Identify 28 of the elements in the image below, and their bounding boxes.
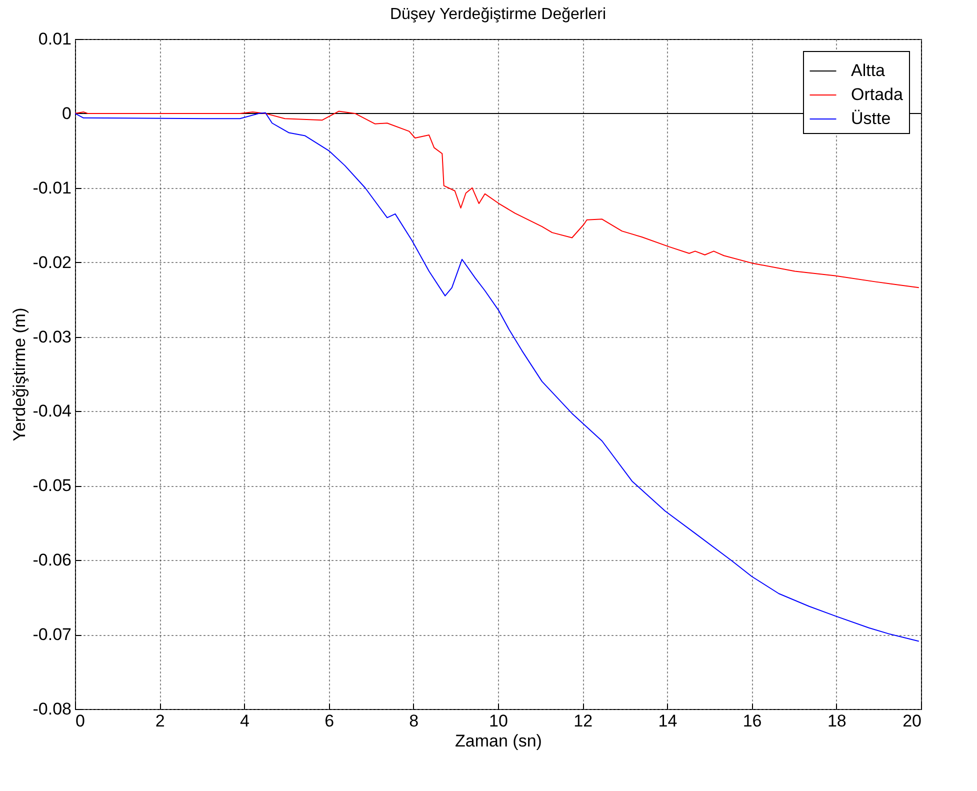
x-tick-label: 10 [489, 712, 508, 730]
y-tick-label: 0.01 [38, 30, 72, 48]
x-tick-label: 0 [76, 712, 85, 730]
chart-title: Düşey Yerdeğiştirme Değerleri [390, 6, 606, 23]
x-tick-label: 18 [827, 712, 846, 730]
y-axis-title: Yerdeğiştirme (m) [10, 308, 29, 442]
y-tick-label: -0.08 [32, 700, 72, 718]
x-axis-title: Zaman (sn) [455, 732, 542, 750]
legend-label: Üstte [851, 109, 891, 128]
y-tick-label: -0.07 [32, 625, 72, 644]
x-tick-label: 16 [742, 712, 762, 730]
x-tick-label: 4 [240, 712, 250, 730]
y-tick-label: -0.04 [32, 402, 72, 421]
legend-label: Altta [851, 61, 886, 80]
x-tick-label: 14 [658, 712, 678, 730]
x-tick-label: 12 [574, 712, 593, 730]
x-tick-label: 8 [409, 712, 419, 730]
y-tick-label: -0.01 [32, 178, 72, 198]
y-tick-label: 0 [62, 104, 72, 123]
x-tick-label: 2 [155, 712, 165, 730]
x-tick-label: 6 [324, 712, 334, 730]
y-tick-label: -0.06 [32, 550, 72, 570]
y-tick-label: -0.05 [32, 476, 72, 496]
line-series [75, 110, 920, 288]
y-tick-label: -0.02 [32, 252, 72, 272]
x-tick-label: 20 [902, 712, 922, 730]
y-tick-label: -0.03 [32, 327, 72, 346]
legend-label: Ortada [851, 85, 904, 104]
